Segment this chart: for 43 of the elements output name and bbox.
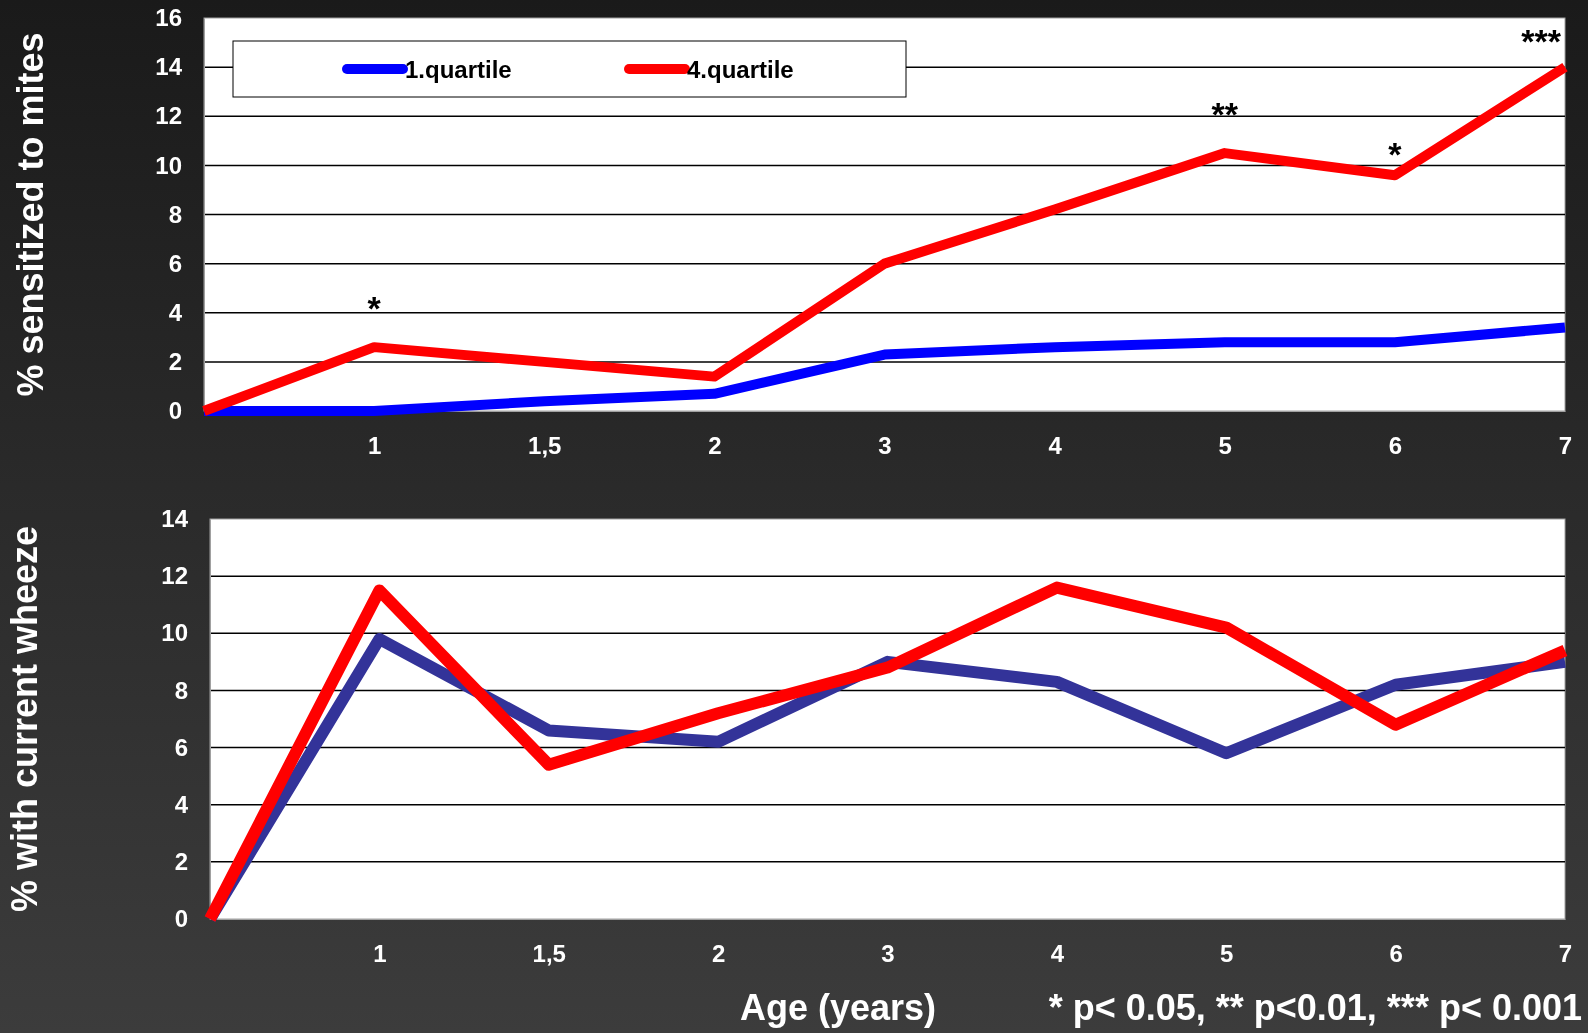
y-tick-label: 6 <box>168 249 182 277</box>
x-tick-label: 1,5 <box>528 432 562 460</box>
y-tick-label: 8 <box>168 200 182 228</box>
y-tick-label: 10 <box>161 619 188 647</box>
x-tick-label: 5 <box>1218 432 1232 460</box>
x-tick-label: 6 <box>1388 432 1403 460</box>
y-tick-label: 6 <box>174 733 188 761</box>
y-tick-label: 14 <box>155 53 183 81</box>
annotation: * <box>1388 134 1403 173</box>
x-axis-title: Age (years) <box>739 987 937 1028</box>
y-tick-label: 12 <box>161 562 188 590</box>
x-tick-label: 1 <box>367 432 382 460</box>
y-tick-label: 0 <box>174 905 188 933</box>
x-tick-label: 2 <box>708 432 722 460</box>
x-tick-label: 2 <box>711 940 726 968</box>
y-tick-label: 16 <box>155 4 182 32</box>
y-tick-label: 8 <box>174 676 188 704</box>
x-tick-label: 5 <box>1220 940 1234 968</box>
legend-label: 4.quartile <box>687 55 794 83</box>
legend-label: 1.quartile <box>405 55 512 83</box>
y-tick-label: 10 <box>155 151 182 179</box>
x-tick-label: 7 <box>1558 432 1573 460</box>
x-tick-label: 6 <box>1389 940 1403 968</box>
annotation: * <box>367 288 382 327</box>
y-tick-label: 2 <box>168 348 182 376</box>
x-tick-label: 7 <box>1558 940 1573 968</box>
x-tick-label: 1,5 <box>532 940 566 968</box>
y-tick-label: 4 <box>174 790 189 818</box>
y-axis-title: % sensitized to mites <box>9 32 51 397</box>
y-tick-label: 14 <box>161 505 189 533</box>
x-tick-label: 4 <box>1050 940 1065 968</box>
y-tick-label: 4 <box>168 298 183 326</box>
x-tick-label: 3 <box>881 940 895 968</box>
y-tick-label: 12 <box>155 102 182 130</box>
y-tick-label: 0 <box>168 397 182 425</box>
y-axis-title: % with current wheeze <box>3 525 45 913</box>
x-tick-label: 4 <box>1048 432 1063 460</box>
x-tick-label: 3 <box>878 432 892 460</box>
y-tick-label: 2 <box>174 848 188 876</box>
annotation: ** <box>1211 94 1239 133</box>
x-tick-label: 1 <box>373 940 387 968</box>
text: * p< 0.05, ** p<0.01, *** p< 0.001 <box>1048 987 1582 1028</box>
annotation: *** <box>1521 21 1562 60</box>
